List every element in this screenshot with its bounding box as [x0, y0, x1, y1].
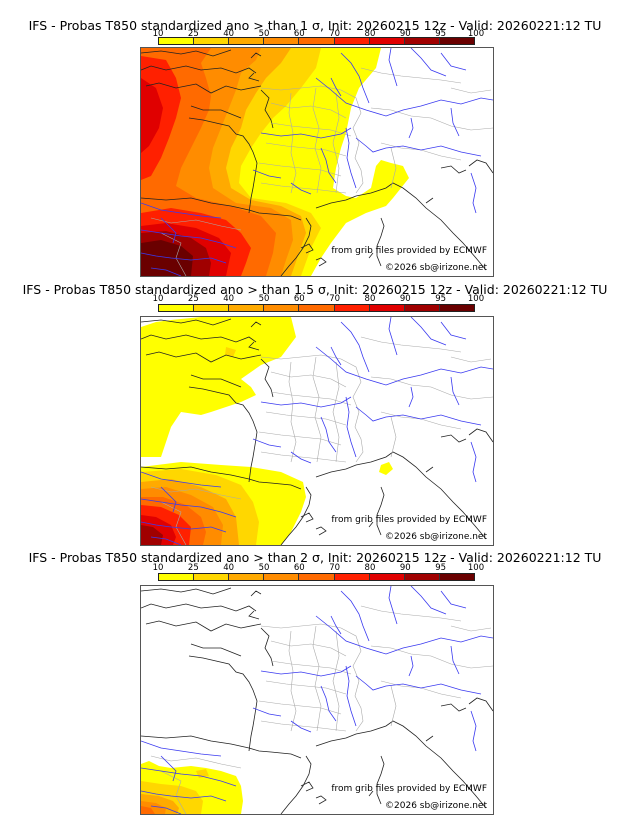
- panel-title: IFS - Probas T850 standardized ano > tha…: [22, 282, 608, 297]
- colorbar-segment: [229, 305, 265, 311]
- colorbar-segment: [404, 574, 440, 580]
- colorbar-segment: [194, 574, 230, 580]
- copyright-credit: ©2026 sb@irizone.net: [385, 532, 487, 542]
- probability-shading: [141, 761, 243, 814]
- colorbar-tick: 70: [329, 29, 341, 39]
- colorbar-segment: [369, 305, 405, 311]
- colorbar-tick: 90: [399, 29, 411, 39]
- colorbar-tick: 60: [293, 563, 305, 573]
- colorbar-segment: [369, 38, 405, 44]
- prob-60-70: [141, 806, 155, 814]
- colorbar-segment: [299, 305, 335, 311]
- colorbar-tick: 10: [152, 29, 164, 39]
- probability-map: from grib files provided by ECMWF ©2026 …: [140, 47, 494, 277]
- colorbar-segment: [439, 38, 474, 44]
- colorbar-tick: 50: [258, 563, 270, 573]
- colorbar-segment: [194, 38, 230, 44]
- colorbar-tick: 25: [187, 294, 199, 304]
- copyright-credit: ©2026 sb@irizone.net: [385, 263, 487, 273]
- colorbar-tick: 90: [399, 563, 411, 573]
- copyright-credit: ©2026 sb@irizone.net: [385, 801, 487, 811]
- prob-95-100: [141, 240, 193, 276]
- colorbar: [158, 304, 475, 312]
- colorbar-segment: [334, 574, 370, 580]
- colorbar-tick: 80: [364, 29, 376, 39]
- colorbar-tick-labels: 10 25 40 50 60 70 80 90 95 100: [153, 29, 485, 39]
- colorbar-tick: 50: [258, 29, 270, 39]
- colorbar-tick: 100: [467, 294, 485, 304]
- colorbar-segment: [404, 38, 440, 44]
- probability-shading: [141, 48, 409, 276]
- panel-title: IFS - Probas T850 standardized ano > tha…: [28, 550, 602, 565]
- probability-map: from grib files provided by ECMWF ©2026 …: [140, 316, 494, 546]
- prob-80-90: [141, 78, 231, 276]
- colorbar-segment: [369, 574, 405, 580]
- colorbar-segment: [334, 305, 370, 311]
- colorbar-tick: 25: [187, 563, 199, 573]
- colorbar-segment: [299, 38, 335, 44]
- colorbar-tick: 70: [329, 563, 341, 573]
- colorbar: [158, 37, 475, 45]
- data-source-credit: from grib files provided by ECMWF: [331, 515, 487, 525]
- colorbar-segment: [439, 574, 474, 580]
- colorbar-tick: 80: [364, 563, 376, 573]
- panel-title: IFS - Probas T850 standardized ano > tha…: [28, 18, 602, 33]
- colorbar: [158, 573, 475, 581]
- probability-map: from grib files provided by ECMWF ©2026 …: [140, 585, 494, 815]
- colorbar-tick: 40: [223, 294, 235, 304]
- colorbar-tick: 40: [223, 29, 235, 39]
- colorbar-segment: [439, 305, 474, 311]
- colorbar-segment: [299, 574, 335, 580]
- data-source-credit: from grib files provided by ECMWF: [331, 784, 487, 794]
- colorbar-tick: 90: [399, 294, 411, 304]
- colorbar-segment: [264, 574, 300, 580]
- colorbar-segment: [404, 305, 440, 311]
- colorbar-tick: 80: [364, 294, 376, 304]
- colorbar-tick: 95: [435, 294, 447, 304]
- colorbar-segment: [229, 38, 265, 44]
- colorbar-segment: [229, 574, 265, 580]
- map-canvas: [141, 586, 493, 814]
- map-canvas: [141, 317, 493, 545]
- colorbar-tick: 25: [187, 29, 199, 39]
- colorbar-segment: [159, 38, 195, 44]
- colorbar-tick: 95: [435, 29, 447, 39]
- prob-90-95: [141, 525, 163, 545]
- colorbar-tick: 10: [152, 294, 164, 304]
- colorbar-tick: 95: [435, 563, 447, 573]
- colorbar-tick: 60: [293, 29, 305, 39]
- colorbar-segment: [194, 305, 230, 311]
- colorbar-tick: 60: [293, 294, 305, 304]
- colorbar-segment: [264, 305, 300, 311]
- map-canvas: [141, 48, 493, 276]
- colorbar-tick: 10: [152, 563, 164, 573]
- colorbar-tick-labels: 10 25 40 50 60 70 80 90 95 100: [153, 294, 485, 304]
- colorbar-tick: 70: [329, 294, 341, 304]
- colorbar-segment: [334, 38, 370, 44]
- colorbar-tick-labels: 10 25 40 50 60 70 80 90 95 100: [153, 563, 485, 573]
- colorbar-tick: 100: [467, 563, 485, 573]
- colorbar-segment: [159, 305, 195, 311]
- colorbar-tick: 50: [258, 294, 270, 304]
- colorbar-tick: 40: [223, 563, 235, 573]
- colorbar-segment: [264, 38, 300, 44]
- data-source-credit: from grib files provided by ECMWF: [331, 246, 487, 256]
- colorbar-segment: [159, 574, 195, 580]
- colorbar-tick: 100: [467, 29, 485, 39]
- prob-70-80: [141, 56, 251, 276]
